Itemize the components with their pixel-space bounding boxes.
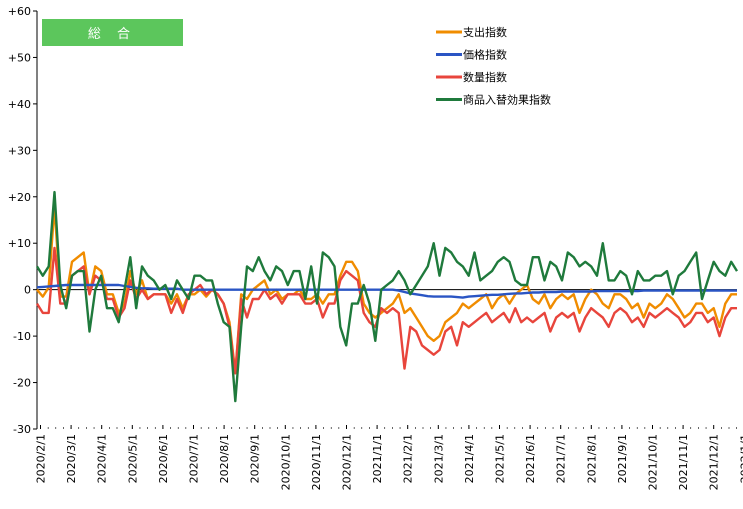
series-line-3 bbox=[35, 190, 739, 403]
x-tick-label: 2021/4/1 bbox=[463, 434, 476, 483]
legend-label: 支出指数 bbox=[463, 25, 507, 39]
x-tick-label: 2021/8/1 bbox=[585, 434, 598, 483]
x-tick-label: 2020/8/1 bbox=[218, 434, 231, 483]
x-tick-label: 2021/2/1 bbox=[402, 434, 415, 483]
y-tick-label: +60 bbox=[8, 5, 31, 18]
x-tick-label: 2020/2/1 bbox=[35, 434, 48, 483]
x-tick-label: 2020/12/1 bbox=[341, 434, 354, 490]
x-tick-label: 2020/6/1 bbox=[157, 434, 170, 483]
x-tick-label: 2021/11/1 bbox=[677, 434, 690, 490]
x-tick-label: 2021/6/1 bbox=[524, 434, 537, 483]
y-tick-label: +40 bbox=[8, 98, 31, 111]
x-tick-label: 2020/10/1 bbox=[279, 434, 292, 490]
chart-title-box: 総 合 bbox=[42, 19, 183, 46]
x-tick-label: 2021/9/1 bbox=[616, 434, 629, 483]
x-tick-label: 2021/3/1 bbox=[432, 434, 445, 483]
x-tick-label: 2021/12/1 bbox=[708, 434, 721, 490]
x-tick-label: 2020/7/1 bbox=[188, 434, 201, 483]
y-tick-label: -10 bbox=[13, 330, 31, 343]
x-tick-label: 2021/5/1 bbox=[494, 434, 507, 483]
x-tick-label: 2022/1/1 bbox=[738, 434, 743, 483]
y-tick-label: +20 bbox=[8, 191, 31, 204]
y-tick-label: +30 bbox=[8, 144, 31, 157]
x-tick-label: 2021/1/1 bbox=[371, 434, 384, 483]
series-line-2 bbox=[35, 246, 737, 375]
chart-title: 総 合 bbox=[88, 27, 136, 42]
y-tick-label: -20 bbox=[13, 377, 31, 390]
y-tick-label: +50 bbox=[8, 51, 31, 64]
series-line-1 bbox=[36, 283, 737, 299]
legend-label: 商品入替効果指数 bbox=[463, 93, 551, 107]
y-tick-label: 0 bbox=[24, 284, 31, 297]
series-lines bbox=[35, 190, 739, 403]
chart-title-background bbox=[42, 19, 183, 46]
x-tick-label: 2020/4/1 bbox=[96, 434, 109, 483]
x-tick-label: 2020/3/1 bbox=[65, 434, 78, 483]
y-tick-label: +10 bbox=[8, 237, 31, 250]
y-tick-label: -30 bbox=[13, 423, 31, 436]
x-tick-label: 2021/10/1 bbox=[647, 434, 660, 490]
legend-label: 価格指数 bbox=[463, 48, 507, 62]
x-tick-label: 2020/9/1 bbox=[249, 434, 262, 483]
legend-label: 数量指数 bbox=[463, 70, 507, 84]
y-axis: -30 -20 -10 0 +10 +20 +30 +40 +50 +60 bbox=[8, 5, 38, 436]
x-tick-label: 2021/7/1 bbox=[555, 434, 568, 483]
x-tick-label: 2020/5/1 bbox=[126, 434, 139, 483]
x-tick-label: 2020/11/1 bbox=[310, 434, 323, 490]
